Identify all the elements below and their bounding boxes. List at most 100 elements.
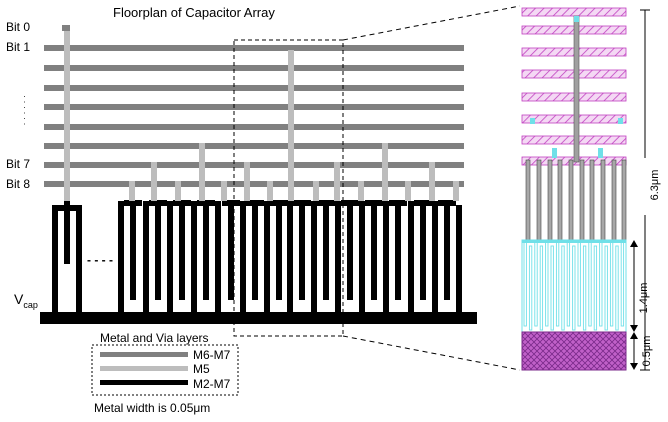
layout-wire xyxy=(547,159,553,243)
layout-finger xyxy=(615,245,619,331)
top-finger xyxy=(167,201,173,312)
figure-title: Floorplan of Capacitor Array xyxy=(113,5,275,20)
bit8-label: Bit 8 xyxy=(6,177,30,191)
edge-finger xyxy=(456,205,462,312)
layout-finger xyxy=(572,245,576,331)
top-finger xyxy=(215,201,221,312)
layout-finger xyxy=(588,241,592,327)
comb-finger xyxy=(252,200,258,300)
bit0-bus xyxy=(62,25,70,31)
layout-finger xyxy=(582,245,587,331)
via-stack xyxy=(151,162,157,201)
layout-via-cap xyxy=(552,148,557,158)
via-stack xyxy=(429,162,435,201)
legend-title: Metal and Via layers xyxy=(100,331,209,345)
top-finger xyxy=(240,201,246,312)
layout-via-cap xyxy=(598,148,603,158)
layout-wire xyxy=(600,159,606,243)
comb-finger xyxy=(203,200,209,300)
bit-ellipsis: · · · · · · xyxy=(20,95,30,126)
layout-via-cap xyxy=(618,118,623,124)
layout-wire xyxy=(525,159,531,243)
via-stack xyxy=(288,50,294,201)
layout-finger xyxy=(577,241,581,327)
via-stack xyxy=(334,162,340,201)
zoom-line-bottom xyxy=(342,335,521,371)
top-finger xyxy=(191,201,197,312)
bit7-label: Bit 7 xyxy=(6,157,30,171)
comb-finger xyxy=(371,200,377,300)
layout-bus-0 xyxy=(521,7,627,17)
top-finger xyxy=(383,201,389,312)
comb-finger xyxy=(347,200,353,300)
legend-label-m6m7: M6-M7 xyxy=(193,348,231,362)
legend-label-m5: M5 xyxy=(193,362,210,376)
layout-wire xyxy=(536,159,542,243)
bus-bit1 xyxy=(44,45,464,51)
legend-box xyxy=(91,344,239,396)
bit1-label: Bit 1 xyxy=(6,40,30,54)
via-stack xyxy=(221,181,227,201)
comb-finger xyxy=(420,200,426,300)
continuation-dashes: - - - - xyxy=(87,253,113,267)
layout-finger xyxy=(534,241,538,327)
bus-bit5 xyxy=(44,124,464,130)
layout-finger xyxy=(528,245,533,331)
comb-finger xyxy=(276,200,282,300)
legend-swatch-m2m7 xyxy=(100,380,188,385)
top-finger xyxy=(287,201,293,312)
top-finger xyxy=(432,201,438,312)
top-finger xyxy=(335,201,341,312)
top-finger xyxy=(143,201,149,312)
layout-finger xyxy=(523,241,527,327)
layout-wire xyxy=(621,159,627,243)
bus-bit4 xyxy=(44,104,464,110)
via-stack xyxy=(267,181,273,201)
layout-zoom-view xyxy=(521,7,627,371)
dim-bottom: 0.5μm xyxy=(641,336,653,367)
via-stack xyxy=(405,181,411,201)
layout-finger xyxy=(539,245,544,331)
via-stack xyxy=(382,143,388,201)
bus-bit7 xyxy=(44,162,464,168)
top-finger xyxy=(118,201,124,312)
layout-bottom-plate xyxy=(521,331,627,371)
layout-finger xyxy=(620,241,625,327)
layout-finger xyxy=(545,241,549,327)
comb-finger xyxy=(130,200,136,300)
layout-tall-via xyxy=(573,15,580,163)
via-stack xyxy=(453,181,459,201)
dim-middle: 1.4μm xyxy=(638,283,650,314)
layout-finger xyxy=(555,241,560,327)
comb-finger xyxy=(228,200,234,300)
legend-swatch-m5 xyxy=(100,366,188,371)
top-finger xyxy=(311,201,317,312)
layout-wire xyxy=(568,159,574,243)
dimension-annotations: 6.3μm 1.4μm 0.5μm xyxy=(630,9,661,371)
comb-finger xyxy=(395,200,401,300)
layout-finger xyxy=(561,245,565,331)
vcap-label: Vcap xyxy=(14,291,38,310)
bit0-via xyxy=(64,31,70,201)
top-finger xyxy=(408,201,414,312)
comb-finger xyxy=(155,200,161,300)
layout-wire xyxy=(611,159,617,243)
comb-finger xyxy=(444,200,450,300)
layout-finger-bar xyxy=(522,240,626,243)
bus-bit8 xyxy=(44,181,464,187)
bus-bit2 xyxy=(44,65,464,71)
legend-label-m2m7: M2-M7 xyxy=(193,377,231,391)
layout-finger xyxy=(599,241,603,327)
layout-finger xyxy=(604,245,608,331)
top-finger xyxy=(359,201,365,312)
finger-array xyxy=(118,50,462,312)
layout-via-cap xyxy=(530,118,535,124)
legend-swatch-m6m7 xyxy=(100,352,188,357)
zoom-line-top xyxy=(342,5,521,41)
via-stack xyxy=(244,162,250,201)
via-stack xyxy=(129,181,135,201)
comb-finger xyxy=(323,200,329,300)
layout-finger xyxy=(593,245,598,331)
layout-wire xyxy=(589,159,595,243)
